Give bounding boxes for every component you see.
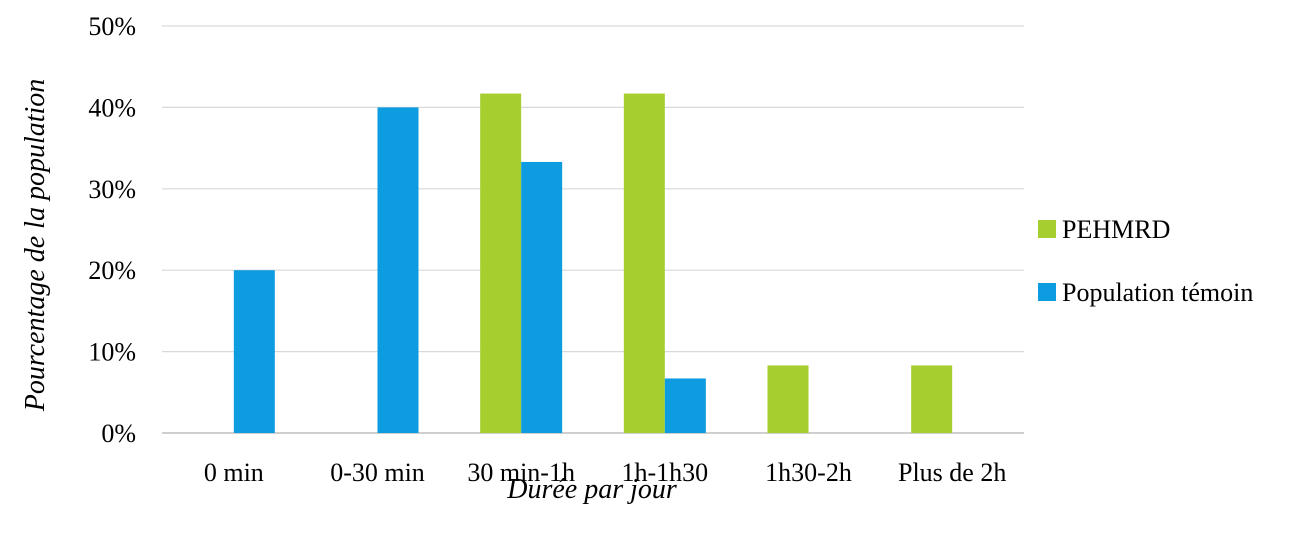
legend-label: PEHMRD	[1062, 215, 1170, 244]
bar-pehmrd	[911, 365, 953, 433]
legend-label: Population témoin	[1062, 278, 1253, 307]
x-axis-ticks: 0 min 0-30 min 30 min-1h 1h-1h30 1h30-2h Plus…	[204, 458, 1006, 487]
legend-swatch	[1038, 220, 1056, 238]
y-axis-title: Pourcentage de la population	[20, 79, 51, 413]
bar-pehmrd	[767, 365, 809, 433]
x-axis-title: Durée par jour	[506, 474, 677, 505]
x-tick-label: Plus de 2h	[898, 458, 1006, 487]
x-tick-label: 0 min	[204, 458, 264, 487]
bar-pehmrd	[480, 93, 522, 433]
y-tick-label: 20%	[88, 256, 136, 285]
bar-population-temoin	[521, 161, 563, 434]
y-tick-label: 10%	[88, 338, 136, 367]
legend-swatch	[1038, 283, 1056, 301]
y-tick-label: 40%	[88, 93, 136, 122]
y-axis-ticks: 0% 10% 20% 30% 40% 50%	[88, 12, 136, 448]
y-tick-label: 0%	[101, 419, 136, 448]
bar-population-temoin	[377, 107, 419, 434]
bar-pehmrd	[623, 93, 665, 433]
bar-population-temoin	[664, 378, 706, 433]
y-tick-label: 30%	[88, 175, 136, 204]
legend: PEHMRD Population témoin	[1038, 215, 1253, 307]
bar-population-temoin	[233, 270, 275, 433]
x-tick-label: 1h30-2h	[765, 458, 852, 487]
x-tick-label: 1h-1h30	[621, 458, 708, 487]
bars	[233, 93, 953, 434]
x-tick-label: 0-30 min	[330, 458, 425, 487]
gridlines	[162, 25, 1024, 434]
y-tick-label: 50%	[88, 12, 136, 41]
x-tick-label: 30 min-1h	[467, 458, 575, 487]
